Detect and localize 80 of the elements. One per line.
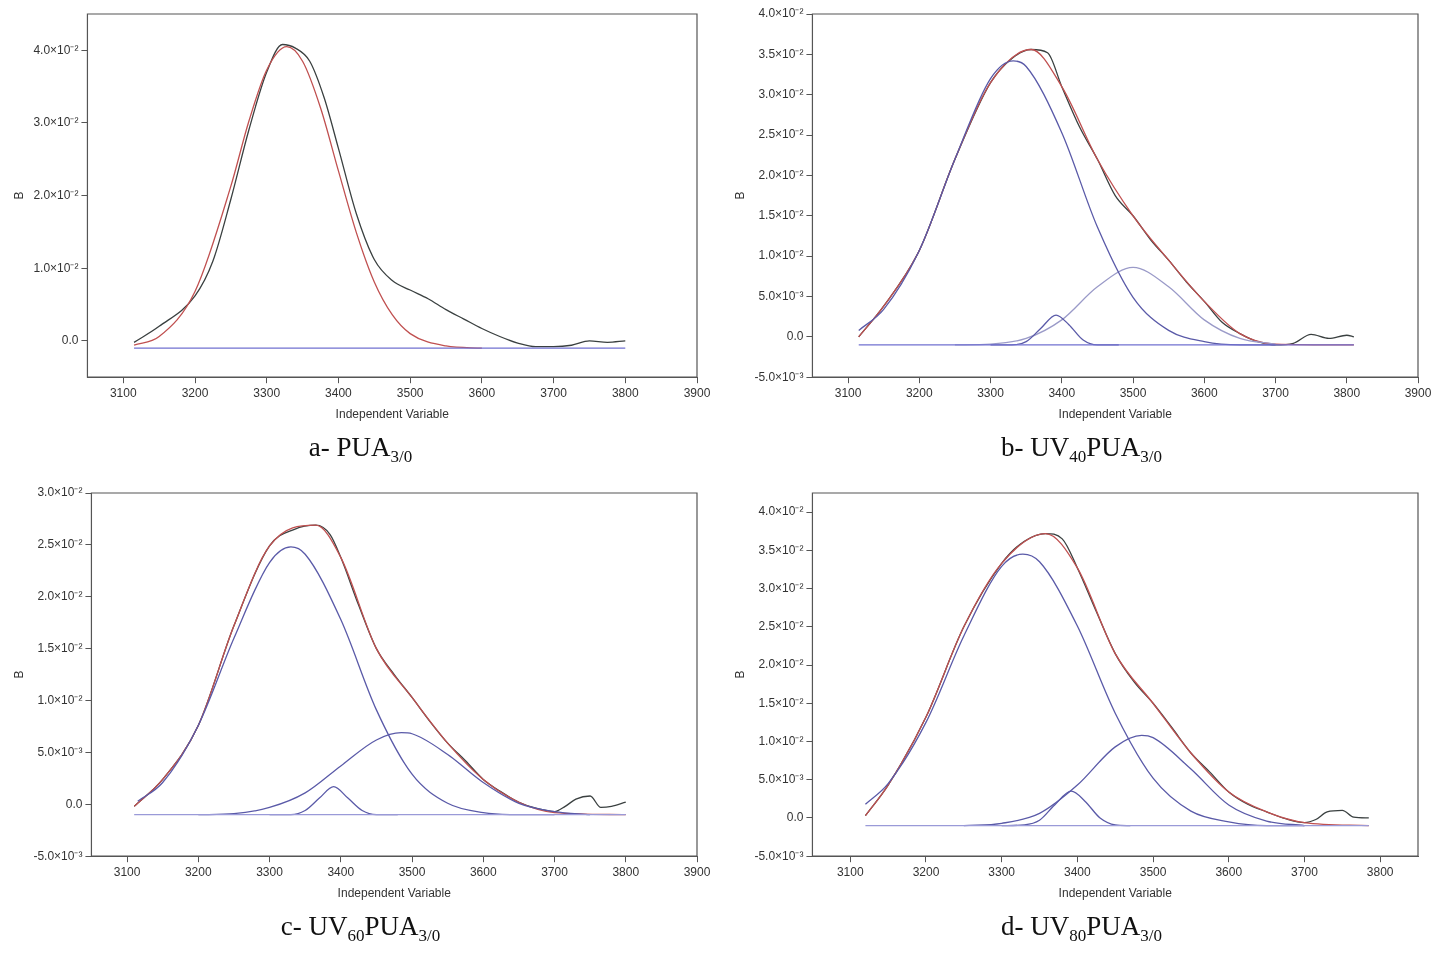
y-axis-title: B <box>11 670 26 679</box>
y-tick-label: 2.5×10⁻² <box>37 537 83 552</box>
x-axis-title: Independent Variable <box>337 886 452 901</box>
y-tick-label: 1.0×10⁻² <box>37 692 83 707</box>
x-tick-label: 3100 <box>834 385 862 400</box>
text: c- UV$_{60}$PUA$_{3/0}$ <box>279 911 442 947</box>
x-tick-label: 3300 <box>253 385 281 400</box>
x-tick-label: 3800 <box>612 864 640 879</box>
y-tick-label: 5.0×10⁻³ <box>37 744 83 759</box>
y-tick-label: 1.5×10⁻² <box>758 695 804 710</box>
x-tick-label: 3100 <box>836 864 864 879</box>
y-tick-label: 2.0×10⁻² <box>758 657 804 672</box>
y-tick-label: 0.0 <box>786 810 804 825</box>
y-tick-label: -5.0×10⁻³ <box>754 369 804 384</box>
text: b- UV$_{40}$PUA$_{3/0}$ <box>1000 432 1163 468</box>
x-tick-label: 3700 <box>540 385 568 400</box>
y-tick-label: 3.0×10⁻² <box>758 87 804 102</box>
x-tick-label: 3400 <box>1064 864 1092 879</box>
y-tick-label: 5.0×10⁻³ <box>758 772 804 787</box>
x-tick-label: 3500 <box>1119 385 1147 400</box>
y-axis-title: B <box>732 191 747 200</box>
y-tick-label: 3.0×10⁻² <box>37 485 83 500</box>
x-tick-label: 3900 <box>1404 385 1432 400</box>
y-tick-label: 3.5×10⁻² <box>758 542 804 557</box>
y-tick-label: 4.0×10⁻² <box>33 42 79 57</box>
y-tick-label: 0.0 <box>61 333 79 348</box>
x-axis-title: Independent Variable <box>335 407 450 422</box>
y-tick-label: 1.5×10⁻² <box>37 640 83 655</box>
x-tick-label: 3500 <box>396 385 424 400</box>
x-tick-label: 3200 <box>905 385 933 400</box>
x-tick-label: 3300 <box>977 385 1005 400</box>
x-axis-title: Independent Variable <box>1058 407 1173 422</box>
y-tick-label: 1.0×10⁻² <box>758 733 804 748</box>
y-tick-label: 2.0×10⁻² <box>37 589 83 604</box>
y-tick-label: 0.0 <box>786 329 804 344</box>
x-tick-label: 3600 <box>468 385 496 400</box>
x-tick-label: 3800 <box>1333 385 1361 400</box>
y-tick-label: 2.0×10⁻² <box>758 167 804 182</box>
x-tick-label: 3300 <box>256 864 284 879</box>
y-tick-label: 4.0×10⁻² <box>758 504 804 519</box>
x-tick-label: 3800 <box>1366 864 1394 879</box>
x-tick-label: 3100 <box>113 864 141 879</box>
y-tick-label: 4.0×10⁻² <box>758 6 804 21</box>
x-tick-label: 3200 <box>181 385 209 400</box>
y-tick-label: 0.0 <box>65 796 83 811</box>
y-tick-label: 2.0×10⁻² <box>33 187 79 202</box>
x-tick-label: 3700 <box>1291 864 1319 879</box>
y-tick-label: 2.5×10⁻² <box>758 127 804 142</box>
text: a- PUA$_{3/0}$ <box>307 432 414 468</box>
text: d- UV$_{80}$PUA$_{3/0}$ <box>1000 911 1163 947</box>
y-tick-label: 5.0×10⁻³ <box>758 288 804 303</box>
x-tick-label: 3600 <box>1215 864 1243 879</box>
x-tick-label: 3800 <box>611 385 639 400</box>
x-tick-label: 3700 <box>541 864 569 879</box>
x-tick-label: 3400 <box>325 385 353 400</box>
x-tick-label: 3400 <box>1048 385 1076 400</box>
x-tick-label: 3100 <box>109 385 137 400</box>
x-tick-label: 3600 <box>469 864 497 879</box>
x-tick-label: 3600 <box>1190 385 1218 400</box>
x-tick-label: 3500 <box>398 864 426 879</box>
y-tick-label: 1.0×10⁻² <box>33 260 79 275</box>
x-tick-label: 3300 <box>988 864 1016 879</box>
y-tick-label: 1.0×10⁻² <box>758 248 804 263</box>
y-tick-label: 1.5×10⁻² <box>758 208 804 223</box>
x-tick-label: 3200 <box>912 864 940 879</box>
x-tick-label: 3700 <box>1262 385 1290 400</box>
x-tick-label: 3900 <box>683 385 711 400</box>
y-tick-label: 3.5×10⁻² <box>758 46 804 61</box>
y-axis-title: B <box>11 191 26 200</box>
x-tick-label: 3400 <box>327 864 355 879</box>
x-tick-label: 3900 <box>683 864 711 879</box>
y-tick-label: -5.0×10⁻³ <box>33 848 83 863</box>
y-tick-label: 3.0×10⁻² <box>758 580 804 595</box>
x-axis-title: Independent Variable <box>1058 886 1173 901</box>
x-tick-label: 3500 <box>1139 864 1167 879</box>
x-tick-label: 3200 <box>184 864 212 879</box>
y-tick-label: 2.5×10⁻² <box>758 619 804 634</box>
y-tick-label: 3.0×10⁻² <box>33 115 79 130</box>
y-tick-label: -5.0×10⁻³ <box>754 848 804 863</box>
y-axis-title: B <box>732 670 747 679</box>
